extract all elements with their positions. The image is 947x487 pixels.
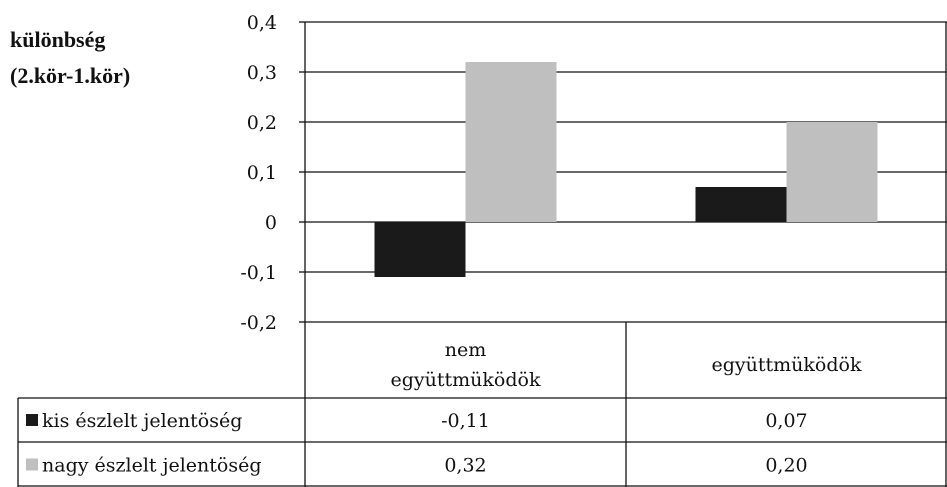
y-tick-label: 0,2 bbox=[247, 112, 277, 134]
y-axis-title-line-1: különbség bbox=[10, 27, 106, 52]
y-tick-label: 0,1 bbox=[247, 162, 277, 184]
y-tick-label: 0,4 bbox=[247, 12, 277, 34]
y-tick-label: -0,1 bbox=[240, 262, 277, 284]
legend-swatch bbox=[26, 414, 38, 426]
data-table-value: 0,20 bbox=[765, 455, 807, 477]
x-category-label: együttmüködök bbox=[712, 354, 862, 376]
data-table-value: -0,11 bbox=[441, 410, 490, 432]
y-axis-title: különbség (2.kör-1.kör) bbox=[10, 22, 130, 94]
y-tick-label: 0 bbox=[265, 212, 277, 234]
bar bbox=[374, 222, 466, 277]
bar bbox=[786, 122, 878, 222]
legend-swatch bbox=[26, 458, 38, 471]
data-table-value: 0,07 bbox=[765, 410, 807, 432]
legend-label: nagy észlelt jelentöség bbox=[42, 455, 262, 477]
y-axis-title-line-2: (2.kör-1.kör) bbox=[10, 63, 131, 88]
bar bbox=[465, 62, 557, 222]
y-tick-label: -0,2 bbox=[240, 312, 277, 334]
data-table-value: 0,32 bbox=[444, 455, 486, 477]
y-tick-label: 0,3 bbox=[247, 62, 277, 84]
legend-label: kis észlelt jelentöség bbox=[42, 410, 242, 432]
x-category-label: együttmüködök bbox=[391, 369, 541, 391]
x-category-label: nem bbox=[445, 339, 487, 361]
bar bbox=[695, 187, 787, 222]
